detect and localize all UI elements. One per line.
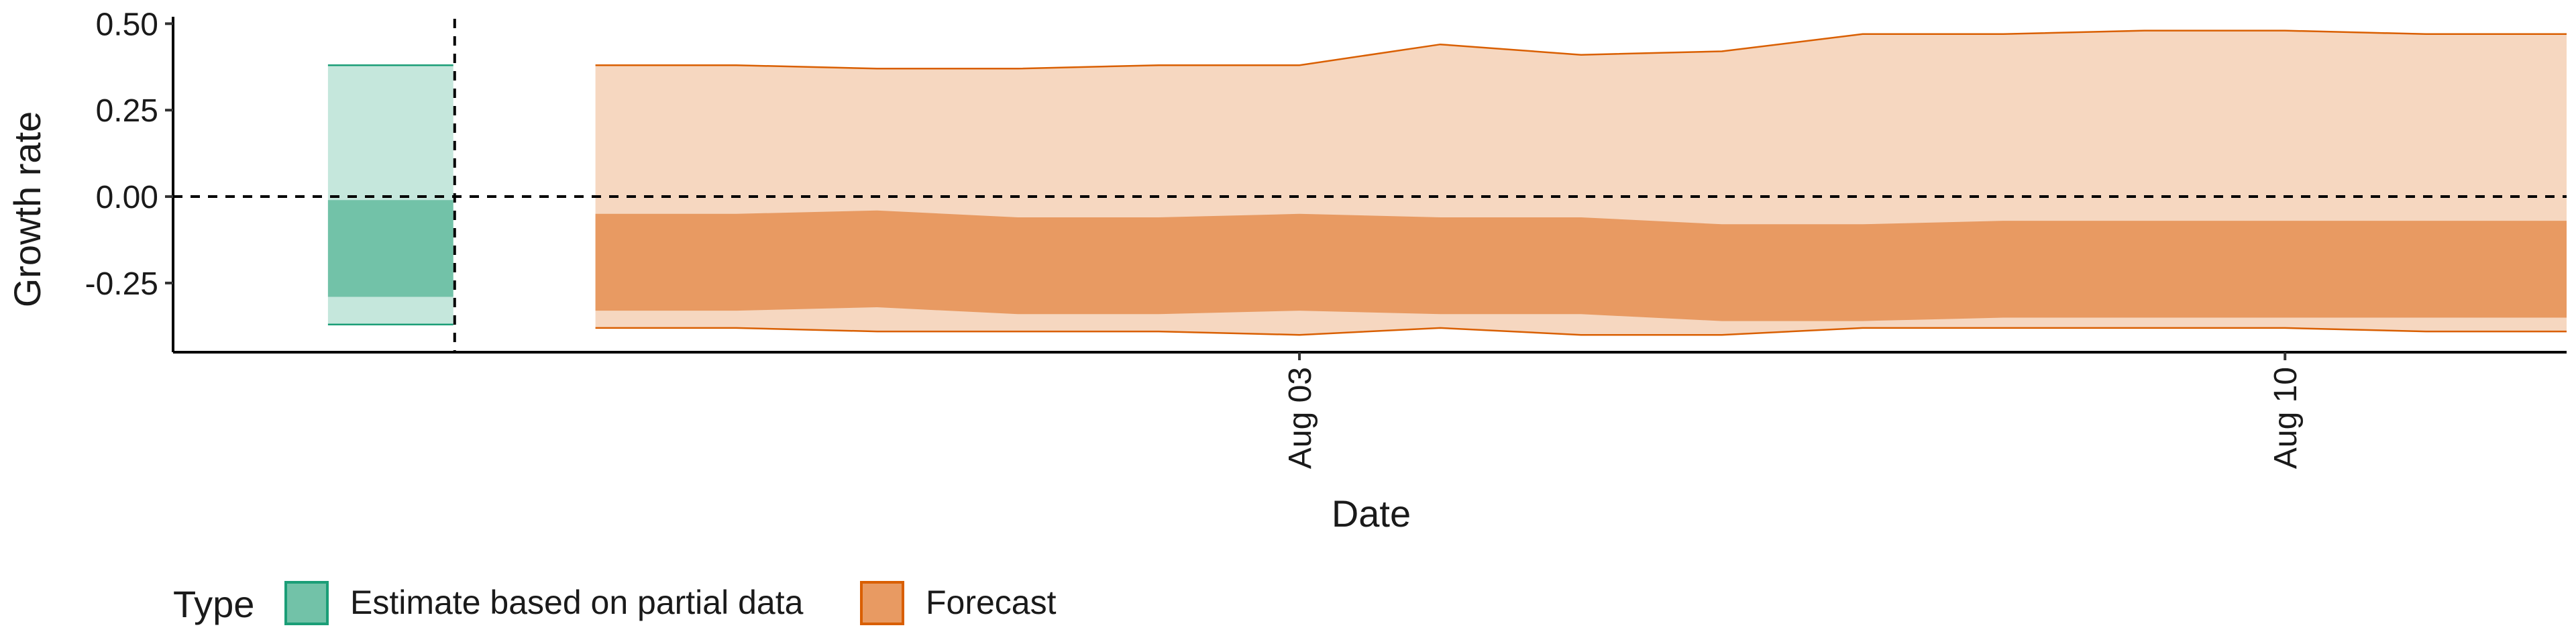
- y-axis: -0.25 0.00 0.25 0.50: [85, 7, 174, 352]
- plot-area: [173, 19, 2567, 352]
- legend-label-forecast: Forecast: [926, 584, 1057, 621]
- x-axis: Aug 03 Aug 10: [173, 351, 2567, 469]
- y-tick-label: 0.25: [96, 93, 158, 129]
- x-tick-label: Aug 03: [1283, 367, 1318, 469]
- y-axis-title: Growth rate: [6, 111, 48, 308]
- y-tick-label: -0.25: [85, 266, 158, 302]
- y-tick-label: 0.00: [96, 180, 158, 215]
- x-axis-title: Date: [1332, 492, 1411, 535]
- y-tick-label: 0.50: [96, 7, 158, 42]
- legend-key-estimate: [284, 581, 329, 625]
- legend: Type Estimate based on partial data Fore…: [173, 581, 1057, 625]
- legend-key-forecast: [860, 581, 904, 625]
- legend-title: Type: [173, 583, 254, 625]
- legend-label-estimate: Estimate based on partial data: [350, 584, 804, 621]
- x-tick-label: Aug 10: [2268, 367, 2304, 469]
- forecast-upper-edge: [595, 30, 2567, 70]
- estimate-inner-band: [327, 200, 453, 297]
- forecast-lower-edge: [595, 327, 2567, 336]
- forecast-inner-band: [595, 210, 2567, 321]
